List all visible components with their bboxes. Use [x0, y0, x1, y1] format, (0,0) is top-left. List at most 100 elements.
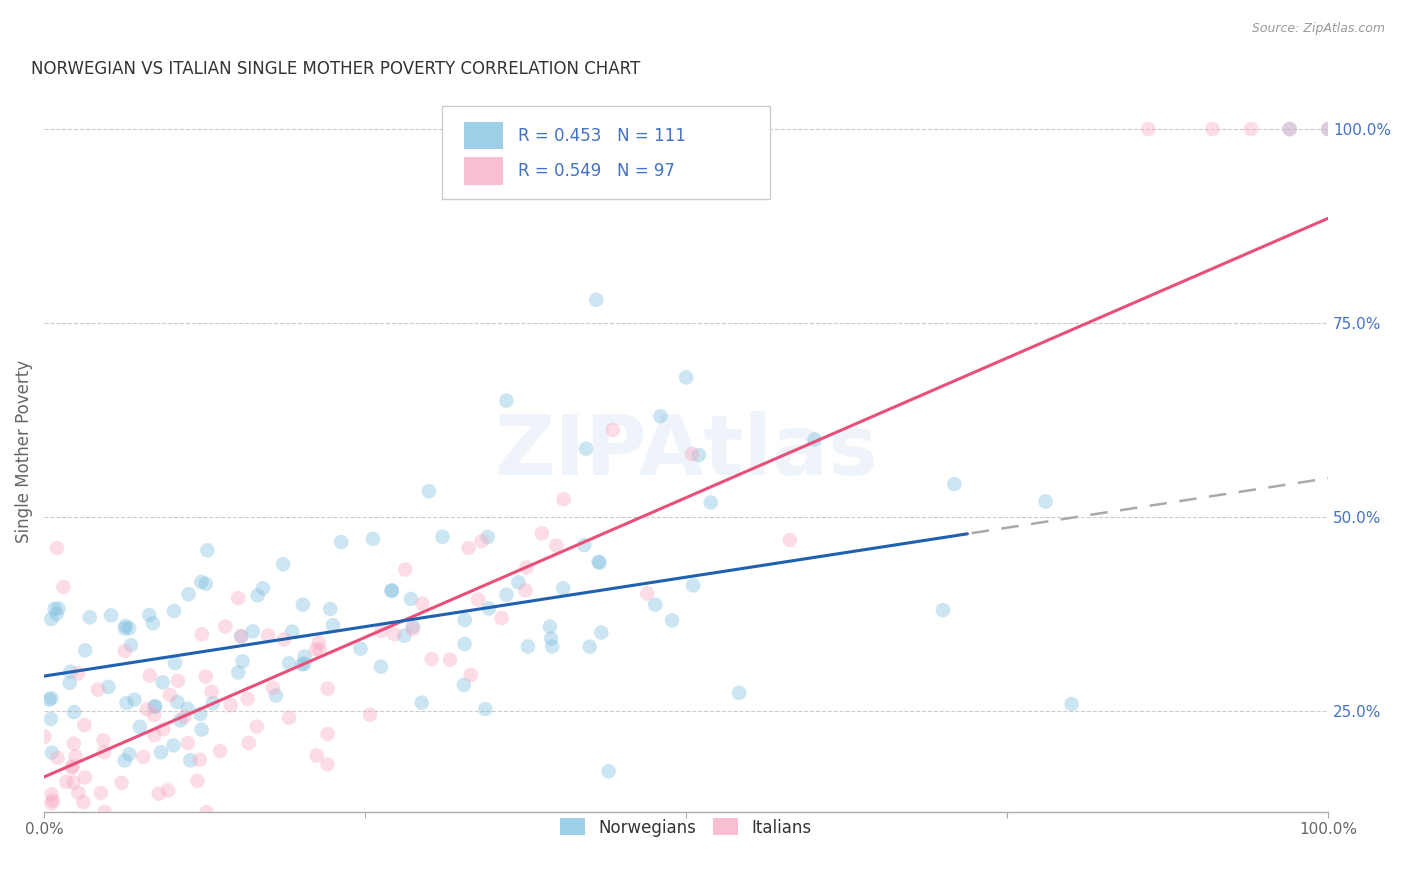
- Point: [246, 720, 269, 734]
- Point: [588, 555, 610, 569]
- Point: [97, 680, 120, 694]
- Point: [291, 657, 314, 672]
- Point: [41, 746, 63, 760]
- Point: [752, 122, 775, 136]
- Point: [932, 603, 955, 617]
- Point: [681, 447, 703, 461]
- Point: [214, 619, 236, 633]
- Point: [538, 619, 561, 633]
- Point: [62, 812, 84, 826]
- Point: [229, 629, 252, 643]
- Point: [190, 574, 212, 589]
- Point: [73, 718, 96, 732]
- Point: [67, 786, 90, 800]
- Point: [305, 748, 328, 763]
- Point: [294, 649, 316, 664]
- Point: [42, 849, 65, 863]
- Point: [454, 613, 477, 627]
- Point: [588, 556, 610, 570]
- Point: [114, 754, 136, 768]
- Point: [143, 728, 166, 742]
- Point: [636, 586, 658, 600]
- Point: [349, 641, 371, 656]
- Point: [135, 702, 157, 716]
- Point: [169, 713, 191, 727]
- Point: [553, 582, 575, 596]
- Point: [176, 702, 198, 716]
- FancyBboxPatch shape: [441, 106, 769, 199]
- Point: [491, 611, 513, 625]
- Point: [370, 624, 392, 638]
- Point: [41, 788, 63, 802]
- Point: [55, 774, 77, 789]
- Point: [688, 448, 710, 462]
- Point: [209, 744, 232, 758]
- Point: [118, 747, 141, 762]
- Point: [1035, 494, 1057, 508]
- Point: [63, 705, 86, 719]
- Point: [72, 795, 94, 809]
- Point: [278, 711, 301, 725]
- Point: [152, 723, 174, 737]
- Point: [38, 692, 60, 706]
- Point: [138, 607, 160, 622]
- Point: [115, 696, 138, 710]
- Point: [166, 695, 188, 709]
- Point: [460, 668, 482, 682]
- Point: [246, 588, 269, 602]
- Point: [236, 692, 259, 706]
- Point: [188, 753, 211, 767]
- Point: [45, 607, 67, 621]
- Point: [195, 805, 218, 820]
- Point: [399, 591, 422, 606]
- Point: [453, 678, 475, 692]
- Point: [495, 588, 517, 602]
- Point: [257, 628, 280, 642]
- Legend: Norwegians, Italians: Norwegians, Italians: [554, 812, 818, 843]
- Point: [467, 592, 489, 607]
- Point: [148, 787, 170, 801]
- Point: [62, 759, 84, 773]
- Point: [402, 622, 425, 636]
- Point: [249, 820, 271, 834]
- Point: [231, 654, 253, 668]
- Point: [546, 539, 568, 553]
- Point: [219, 698, 242, 712]
- Point: [32, 829, 55, 843]
- Point: [319, 602, 342, 616]
- Point: [418, 484, 440, 499]
- Point: [661, 613, 683, 627]
- Point: [281, 624, 304, 639]
- Point: [100, 608, 122, 623]
- Point: [231, 630, 253, 644]
- Point: [49, 818, 72, 832]
- FancyBboxPatch shape: [464, 157, 502, 185]
- Point: [650, 409, 672, 424]
- Point: [201, 696, 224, 710]
- Point: [278, 657, 301, 671]
- Point: [381, 583, 404, 598]
- Point: [322, 618, 344, 632]
- Point: [575, 442, 598, 456]
- Point: [114, 621, 136, 635]
- Point: [143, 707, 166, 722]
- Point: [530, 526, 553, 541]
- Point: [308, 642, 330, 657]
- Point: [1278, 122, 1301, 136]
- Point: [44, 602, 66, 616]
- Point: [1278, 122, 1301, 136]
- Point: [495, 393, 517, 408]
- Point: [578, 640, 600, 654]
- Point: [291, 598, 314, 612]
- Point: [48, 601, 70, 615]
- Point: [540, 632, 562, 646]
- Point: [402, 619, 425, 633]
- Point: [179, 753, 201, 767]
- Point: [110, 776, 132, 790]
- Point: [41, 691, 63, 706]
- Point: [59, 665, 82, 679]
- Point: [943, 477, 966, 491]
- Point: [305, 642, 328, 657]
- Point: [39, 712, 62, 726]
- Point: [238, 736, 260, 750]
